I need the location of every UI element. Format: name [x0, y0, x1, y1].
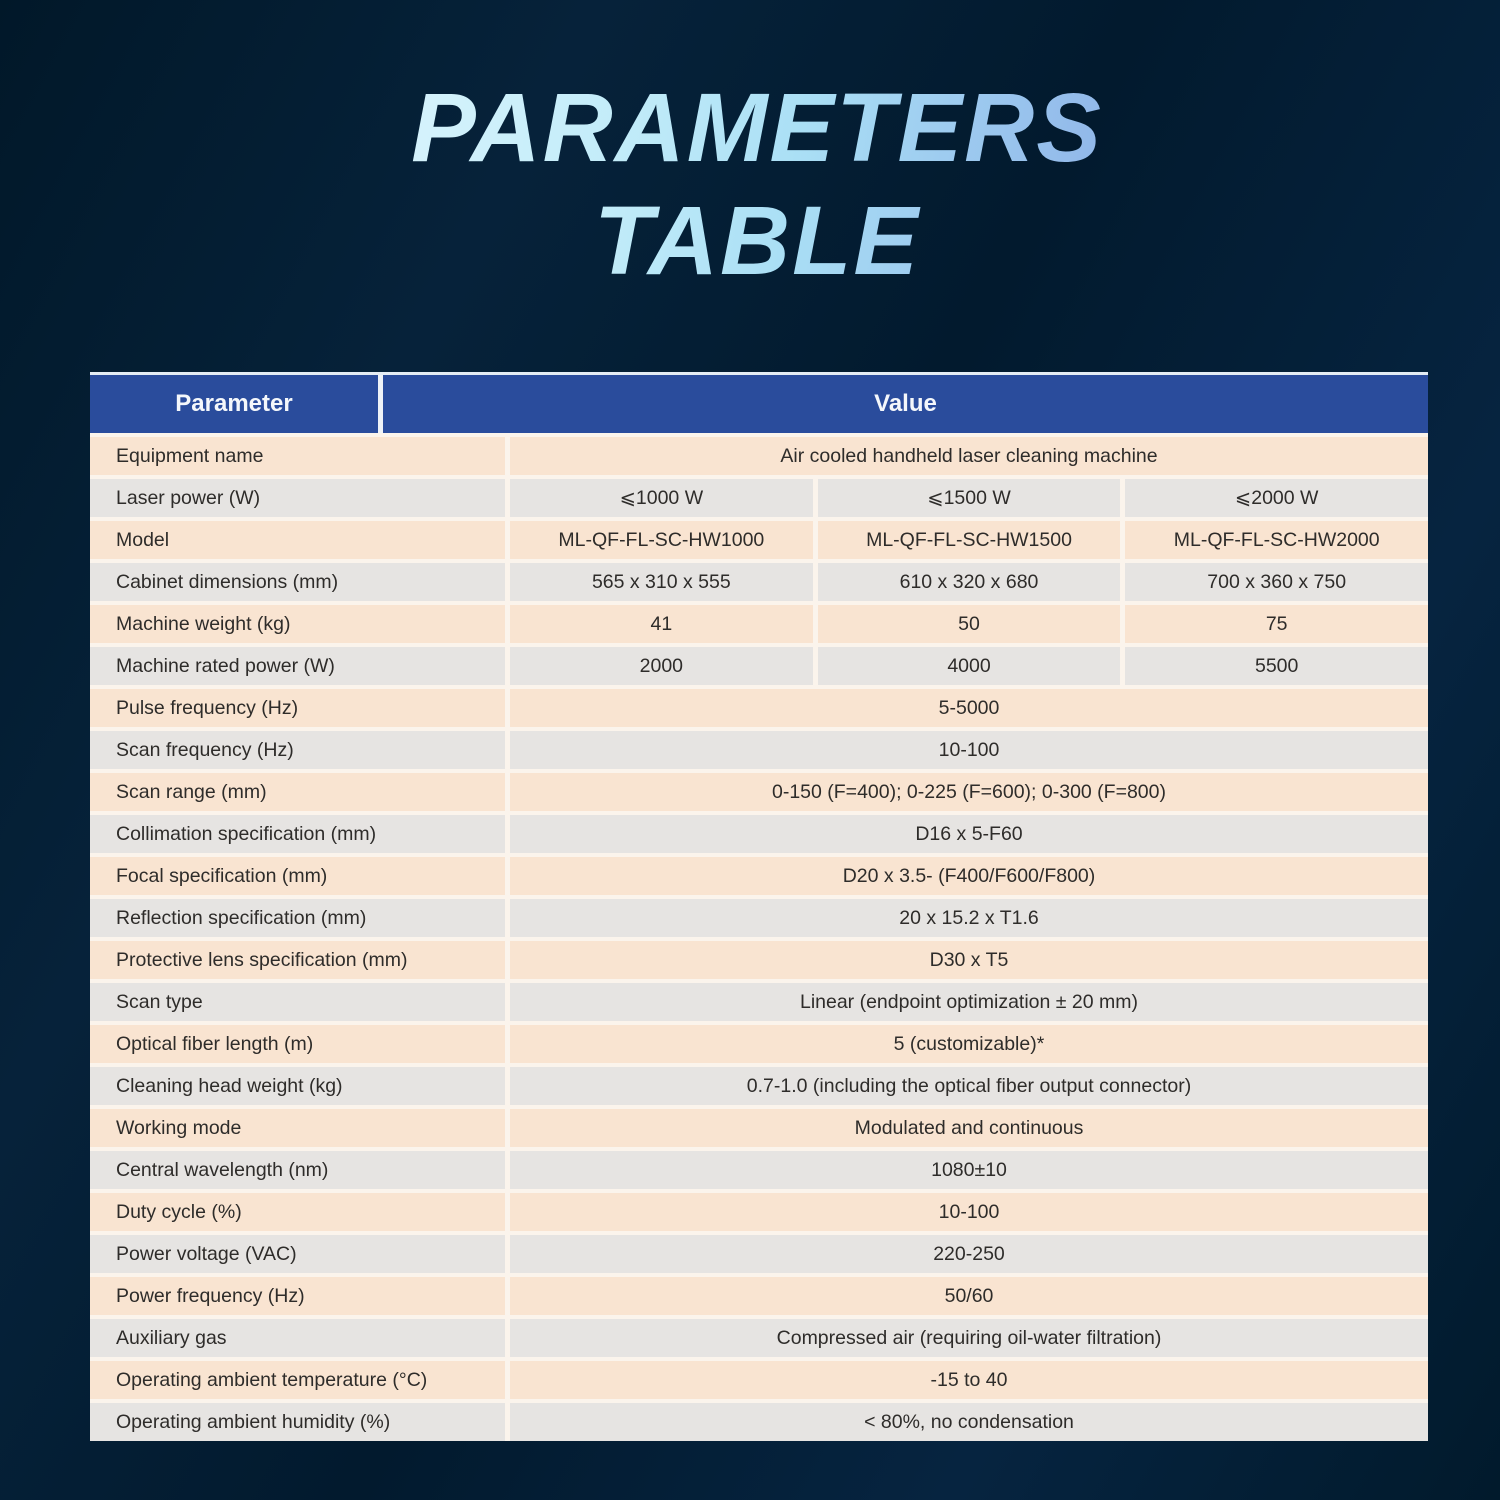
value-cell: 41 [510, 605, 813, 643]
param-cell: Scan range (mm) [90, 773, 505, 811]
table-row: Machine weight (kg) 41 50 75 [90, 605, 1429, 643]
table-row: Machine rated power (W) 2000 4000 5500 [90, 647, 1429, 685]
param-cell: Power voltage (VAC) [90, 1235, 505, 1273]
param-cell: Model [90, 521, 505, 559]
value-cell: 5-5000 [510, 689, 1428, 727]
value-cell: 1080±10 [510, 1151, 1428, 1189]
value-cell: Compressed air (requiring oil-water filt… [510, 1319, 1428, 1357]
param-cell: Pulse frequency (Hz) [90, 689, 505, 727]
value-cell: Linear (endpoint optimization ± 20 mm) [510, 983, 1428, 1021]
value-cell: 610 x 320 x 680 [817, 563, 1121, 601]
value-cell: 2000 [510, 647, 813, 685]
value-cell: ⩽2000 W [1125, 479, 1429, 517]
param-cell: Focal specification (mm) [90, 857, 505, 895]
param-cell: Optical fiber length (m) [90, 1025, 505, 1063]
value-cell: ML-QF-FL-SC-HW1500 [817, 521, 1121, 559]
table-row: Working mode Modulated and continuous [90, 1109, 1428, 1147]
page-title-line1: PARAMETERS [411, 73, 1103, 182]
parameters-table: Parameter Value Equipment name Air cooled… [90, 372, 1429, 1441]
table-row: Protective lens specification (mm) D30 x … [90, 941, 1428, 979]
param-cell: Collimation specification (mm) [90, 815, 505, 853]
value-cell: ⩽1000 W [510, 479, 813, 517]
param-cell: Cleaning head weight (kg) [90, 1067, 505, 1105]
value-cell: 20 x 15.2 x T1.6 [510, 899, 1428, 937]
table-row: Cabinet dimensions (mm) 565 x 310 x 555 61… [90, 563, 1429, 601]
value-cell: 75 [1125, 605, 1429, 643]
table-header-row: Parameter Value [90, 375, 1428, 433]
page-title-line2: TABLE [593, 185, 921, 295]
table-row: Reflection specification (mm) 20 x 15.2 x… [90, 899, 1428, 937]
param-cell: Equipment name [90, 437, 505, 475]
table-row: Power frequency (Hz) 50/60 [90, 1277, 1428, 1315]
param-cell: Central wavelength (nm) [90, 1151, 505, 1189]
param-cell: Power frequency (Hz) [90, 1277, 505, 1315]
value-cell: D20 x 3.5- (F400/F600/F800) [510, 857, 1428, 895]
page-title: PARAMETERS TABLE [411, 72, 1103, 297]
table-row: Equipment name Air cooled handheld laser … [90, 437, 1428, 475]
param-cell: Working mode [90, 1109, 505, 1147]
value-cell: 10-100 [510, 1193, 1428, 1231]
table-row: Pulse frequency (Hz) 5-5000 [90, 689, 1428, 727]
table-row: Operating ambient humidity (%) < 80%, no … [90, 1403, 1428, 1441]
param-cell: Scan frequency (Hz) [90, 731, 505, 769]
value-cell: 0-150 (F=400); 0-225 (F=600); 0-300 (F=8… [510, 773, 1428, 811]
table-row: Focal specification (mm) D20 x 3.5- (F400… [90, 857, 1428, 895]
value-cell: 5 (customizable)* [510, 1025, 1428, 1063]
value-cell: 10-100 [510, 731, 1428, 769]
value-cell: ML-QF-FL-SC-HW1000 [510, 521, 813, 559]
value-cell: 220-250 [510, 1235, 1428, 1273]
param-cell: Cabinet dimensions (mm) [90, 563, 505, 601]
param-cell: Operating ambient humidity (%) [90, 1403, 505, 1441]
value-cell: 700 x 360 x 750 [1125, 563, 1429, 601]
table-row: Duty cycle (%) 10-100 [90, 1193, 1428, 1231]
table-row: Laser power (W) ⩽1000 W ⩽1500 W ⩽2000 W [90, 479, 1429, 517]
table-row: Central wavelength (nm) 1080±10 [90, 1151, 1428, 1189]
table-row: Cleaning head weight (kg) 0.7-1.0 (includ… [90, 1067, 1428, 1105]
value-cell: Modulated and continuous [510, 1109, 1428, 1147]
value-cell: D16 x 5-F60 [510, 815, 1428, 853]
param-cell: Laser power (W) [90, 479, 505, 517]
value-cell: 565 x 310 x 555 [510, 563, 813, 601]
value-cell: 50 [817, 605, 1121, 643]
value-cell: 5500 [1125, 647, 1429, 685]
param-cell: Auxiliary gas [90, 1319, 505, 1357]
table-row: Collimation specification (mm) D16 x 5-F6… [90, 815, 1428, 853]
table-row: Scan type Linear (endpoint optimization ±… [90, 983, 1428, 1021]
value-cell: 4000 [817, 647, 1121, 685]
value-cell: ML-QF-FL-SC-HW2000 [1125, 521, 1429, 559]
table-row: Model ML-QF-FL-SC-HW1000 ML-QF-FL-SC-HW150… [90, 521, 1429, 559]
param-cell: Operating ambient temperature (°C) [90, 1361, 505, 1399]
table-row: Power voltage (VAC) 220-250 [90, 1235, 1428, 1273]
table-row: Optical fiber length (m) 5 (customizable)… [90, 1025, 1428, 1063]
table-row: Scan frequency (Hz) 10-100 [90, 731, 1428, 769]
value-cell: Air cooled handheld laser cleaning machi… [510, 437, 1428, 475]
value-cell: 50/60 [510, 1277, 1428, 1315]
param-cell: Protective lens specification (mm) [90, 941, 505, 979]
param-cell: Machine weight (kg) [90, 605, 505, 643]
table-row: Scan range (mm) 0-150 (F=400); 0-225 (F=6… [90, 773, 1428, 811]
header-cell-parameter: Parameter [90, 375, 378, 433]
param-cell: Scan type [90, 983, 505, 1021]
title-block: PARAMETERS TABLE [0, 0, 1500, 297]
table-row: Auxiliary gas Compressed air (requiring o… [90, 1319, 1428, 1357]
param-cell: Reflection specification (mm) [90, 899, 505, 937]
value-cell: -15 to 40 [510, 1361, 1428, 1399]
value-cell: < 80%, no condensation [510, 1403, 1428, 1441]
value-cell: 0.7-1.0 (including the optical fiber out… [510, 1067, 1428, 1105]
header-cell-value: Value [383, 375, 1428, 433]
param-cell: Machine rated power (W) [90, 647, 505, 685]
value-cell: D30 x T5 [510, 941, 1428, 979]
value-cell: ⩽1500 W [817, 479, 1121, 517]
table-row: Operating ambient temperature (°C) -15 to… [90, 1361, 1428, 1399]
param-cell: Duty cycle (%) [90, 1193, 505, 1231]
table-body: Equipment name Air cooled handheld laser … [90, 433, 1429, 1441]
